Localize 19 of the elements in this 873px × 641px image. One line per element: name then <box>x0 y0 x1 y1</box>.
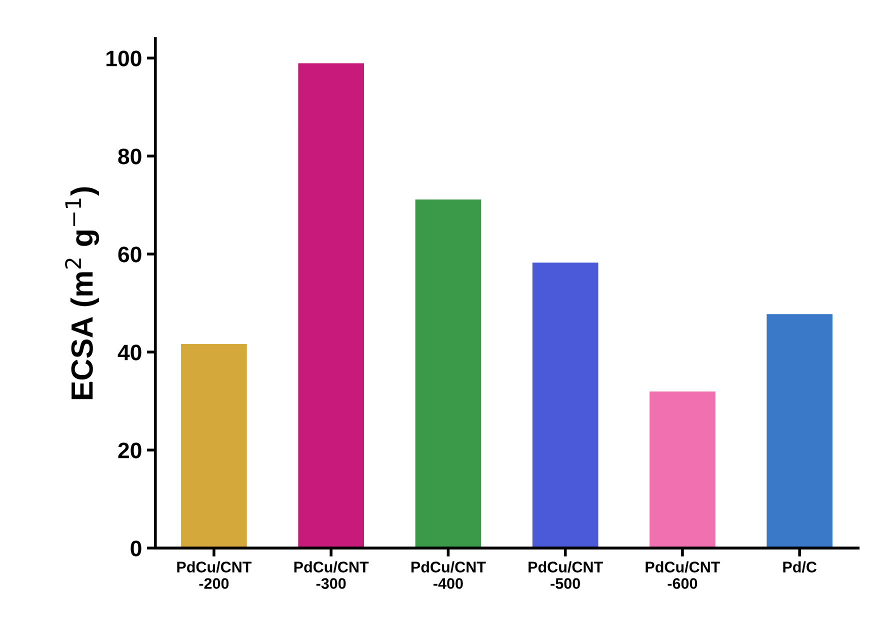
y-tick-label: 20 <box>118 442 142 458</box>
x-tick-label: PdCu/CNT -600 <box>646 561 720 589</box>
bar <box>532 262 598 548</box>
y-tick-label: 0 <box>130 540 142 556</box>
x-tick-label: PdCu/CNT -300 <box>294 561 369 589</box>
bar <box>650 392 716 548</box>
y-tick-label: 60 <box>118 246 142 262</box>
bar <box>298 63 364 548</box>
x-tick-label: PdCu/CNT -500 <box>528 561 603 589</box>
y-axis-title: ECSA (m$^{2}$ g$^{−1}$) <box>65 187 100 400</box>
x-tick-label: PdCu/CNT -200 <box>177 561 252 589</box>
bar <box>181 344 247 548</box>
y-tick-label: 80 <box>118 148 142 164</box>
x-tick-label: PdCu/CNT -400 <box>411 561 486 589</box>
bar <box>415 199 482 548</box>
x-tick-label: Pd/C <box>783 561 817 573</box>
bar <box>766 314 832 548</box>
y-tick-label: 40 <box>118 344 142 360</box>
y-tick-label: 100 <box>106 50 142 66</box>
